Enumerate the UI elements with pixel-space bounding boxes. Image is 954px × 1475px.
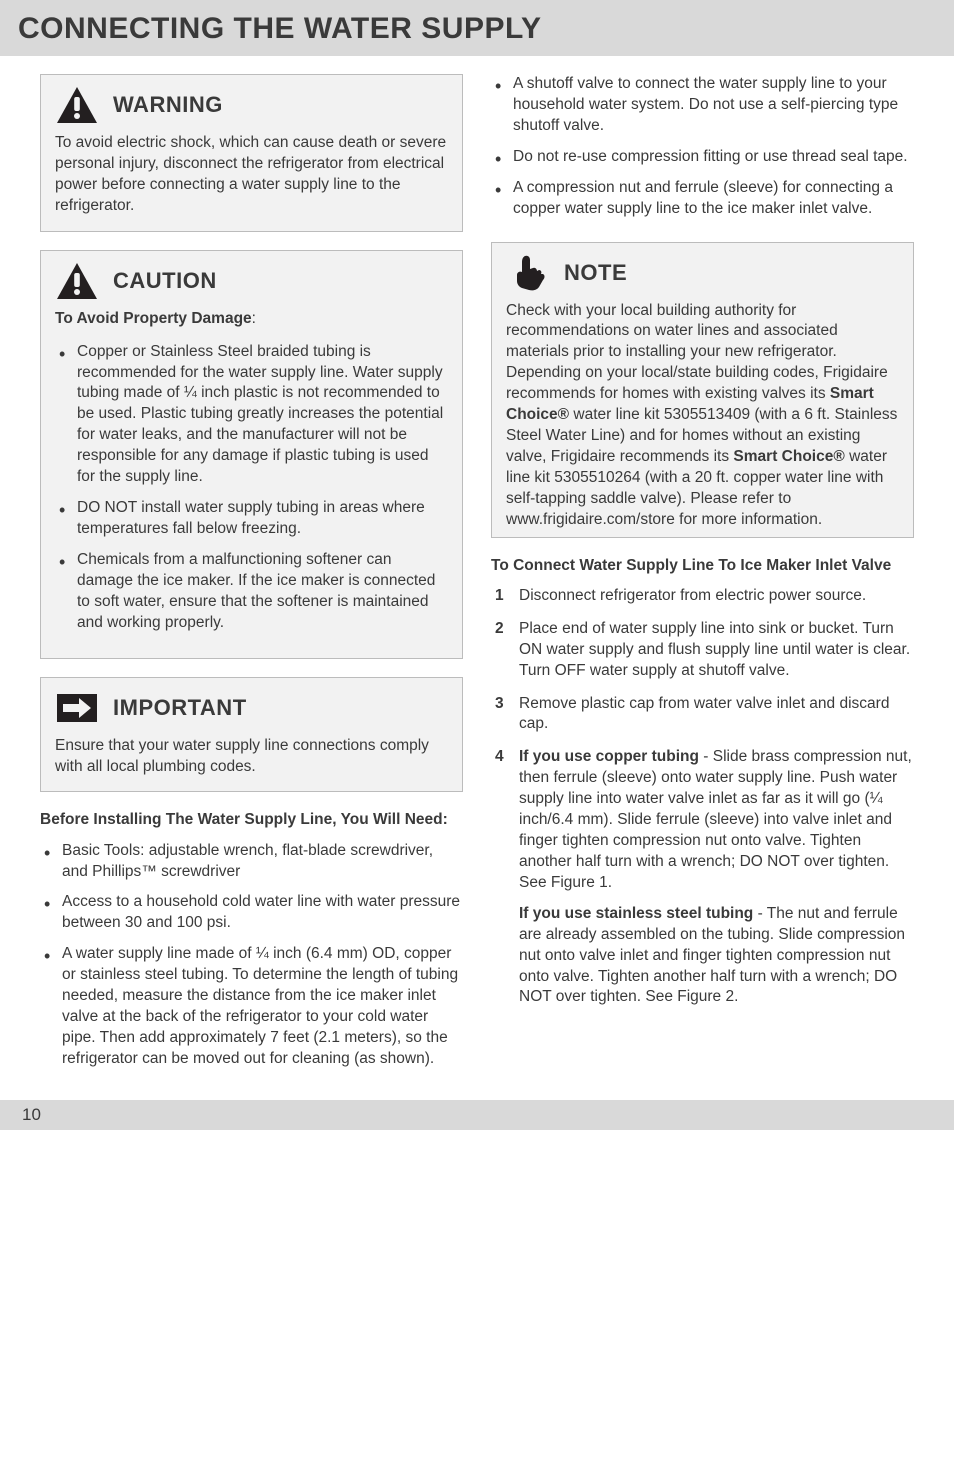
top-item: A compression nut and ferrule (sleeve) f… [491, 178, 914, 220]
step-bold: If you use stainless steel tubing [519, 905, 753, 922]
warning-header: WARNING [55, 85, 448, 125]
caution-callout: CAUTION To Avoid Property Damage: Copper… [40, 250, 463, 659]
note-bold: Smart Choice® [733, 448, 844, 465]
page-footer-strip: 10 [0, 1100, 954, 1130]
caution-lead-bold: To Avoid Property Damage [55, 310, 252, 327]
caution-triangle-icon [55, 261, 99, 301]
arrow-right-icon [55, 688, 99, 728]
page-number: 10 [22, 1105, 41, 1125]
before-item: Basic Tools: adjustable wrench, flat-bla… [40, 841, 463, 883]
top-bullets-section: A shutoff valve to connect the water sup… [491, 74, 914, 220]
connect-step: Place end of water supply line into sink… [491, 619, 914, 682]
note-heading: NOTE [564, 260, 627, 286]
before-item: A water supply line made of ¼ inch (6.4 … [40, 944, 463, 1070]
important-header: IMPORTANT [55, 688, 448, 728]
caution-header: CAUTION [55, 261, 448, 301]
caution-body: To Avoid Property Damage: Copper or Stai… [55, 309, 448, 634]
section-title: CONNECTING THE WATER SUPPLY [18, 12, 936, 46]
before-list: Basic Tools: adjustable wrench, flat-bla… [40, 841, 463, 1070]
content-columns: WARNING To avoid electric shock, which c… [0, 74, 954, 1080]
top-item: A shutoff valve to connect the water sup… [491, 74, 914, 137]
warning-body: To avoid electric shock, which can cause… [55, 133, 448, 217]
caution-item: Chemicals from a malfunctioning softener… [55, 550, 448, 634]
note-callout: NOTE Check with your local building auth… [491, 242, 914, 538]
top-bullets: A shutoff valve to connect the water sup… [491, 74, 914, 220]
important-callout: IMPORTANT Ensure that your water supply … [40, 677, 463, 793]
connect-step: Remove plastic cap from water valve inle… [491, 694, 914, 736]
step-bold: If you use copper tubing [519, 748, 699, 765]
connect-step: If you use copper tubing - Slide brass c… [491, 747, 914, 1008]
pointing-hand-icon [506, 253, 550, 293]
caution-lead-tail: : [252, 310, 256, 327]
connect-section: To Connect Water Supply Line To Ice Make… [491, 556, 914, 1009]
caution-lead: To Avoid Property Damage: [55, 309, 448, 330]
warning-callout: WARNING To avoid electric shock, which c… [40, 74, 463, 232]
before-section: Before Installing The Water Supply Line,… [40, 810, 463, 1069]
warning-heading: WARNING [113, 92, 223, 118]
connect-steps: Disconnect refrigerator from electric po… [491, 586, 914, 1009]
caution-item: DO NOT install water supply tubing in ar… [55, 498, 448, 540]
step-sub: If you use stainless steel tubing - The … [519, 904, 914, 1009]
connect-step: Disconnect refrigerator from electric po… [491, 586, 914, 607]
before-heading: Before Installing The Water Supply Line,… [40, 810, 463, 830]
warning-triangle-icon [55, 85, 99, 125]
caution-heading: CAUTION [113, 268, 217, 294]
top-item: Do not re-use compression fitting or use… [491, 147, 914, 168]
right-column: A shutoff valve to connect the water sup… [491, 74, 914, 1080]
note-body: Check with your local building authority… [506, 301, 899, 531]
before-item: Access to a household cold water line wi… [40, 892, 463, 934]
left-column: WARNING To avoid electric shock, which c… [40, 74, 463, 1080]
caution-item: Copper or Stainless Steel braided tubing… [55, 342, 448, 488]
important-heading: IMPORTANT [113, 695, 247, 721]
connect-heading: To Connect Water Supply Line To Ice Make… [491, 556, 914, 576]
step-text: - Slide brass compression nut, then ferr… [519, 748, 912, 891]
important-body: Ensure that your water supply line conne… [55, 736, 448, 778]
note-header: NOTE [506, 253, 899, 293]
section-title-bar: CONNECTING THE WATER SUPPLY [0, 0, 954, 56]
caution-list: Copper or Stainless Steel braided tubing… [55, 342, 448, 634]
